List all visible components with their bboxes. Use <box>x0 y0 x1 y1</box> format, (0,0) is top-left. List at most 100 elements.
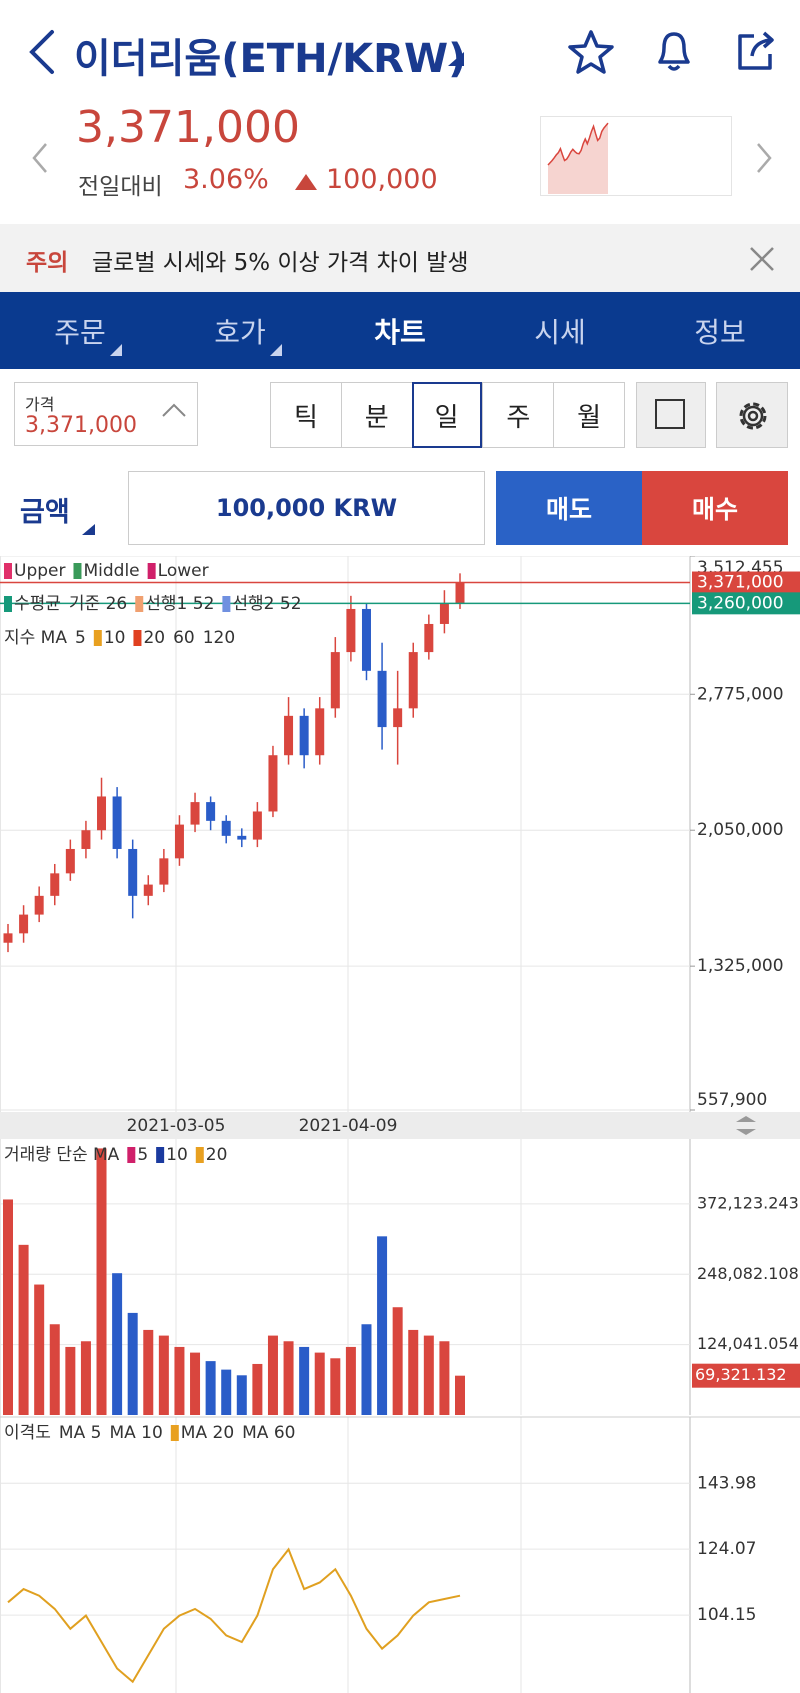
tab[interactable]: 호가 <box>214 315 266 349</box>
legend-swatch <box>195 1147 204 1163</box>
price-box-label: 가격 <box>25 395 55 414</box>
caret-up <box>162 403 186 417</box>
title: 이더리움(ETH/KRW) <box>74 36 467 82</box>
period-button[interactable]: 월 <box>553 382 625 448</box>
price-box-value: 3,371,000 <box>25 413 137 438</box>
candle-body <box>315 708 325 756</box>
volume-bar <box>143 1329 154 1415</box>
tab-bar: 주문 호가 차트 시세 정보 <box>0 292 800 369</box>
volume-bar <box>174 1346 185 1415</box>
volume-tag <box>692 1363 800 1388</box>
y-tick-label: 557,900 <box>697 1090 767 1110</box>
period-button[interactable]: 틱 <box>270 382 342 448</box>
tab-caret <box>110 344 122 356</box>
legend-label: 지수 MA <box>4 628 67 648</box>
y-tick-label: 2,775,000 <box>697 684 784 704</box>
cross <box>750 247 774 271</box>
triangle <box>448 52 464 66</box>
price-tag-label: 3,260,000 <box>697 593 784 613</box>
candle-body <box>206 802 216 821</box>
tab[interactable]: 시세 <box>534 315 586 349</box>
legend-swatch <box>156 1147 165 1163</box>
amount-input[interactable]: 100,000 KRW <box>128 471 485 545</box>
volume-bar <box>205 1361 216 1415</box>
y-tick-label: 124,041.054 <box>697 1334 799 1353</box>
volume-bar <box>283 1341 294 1415</box>
triangle <box>295 174 317 190</box>
volume-bar <box>439 1341 450 1415</box>
candle-body <box>112 796 122 849</box>
volume-bar <box>80 1341 91 1415</box>
candle-body <box>50 873 60 896</box>
star <box>568 30 614 74</box>
volume-bar <box>408 1329 419 1415</box>
share <box>738 31 774 70</box>
candle-body <box>455 582 465 604</box>
legend-label: MA 60 <box>242 1423 295 1443</box>
volume-bar <box>377 1236 388 1415</box>
legend-label: 5 <box>75 628 86 648</box>
close-icon[interactable] <box>748 245 776 273</box>
period-button[interactable]: 분 <box>340 382 413 448</box>
notice-tag: 주의 <box>26 250 69 276</box>
legend-label: 이격도 <box>4 1423 51 1443</box>
back-icon[interactable] <box>22 28 62 76</box>
legend-swatch <box>4 596 12 612</box>
legend-label: 선행2 52 <box>232 594 301 614</box>
gear-teeth <box>739 402 767 430</box>
volume-bar <box>314 1352 325 1415</box>
candle-body <box>190 802 200 825</box>
change-amount: 100,000 <box>326 164 438 195</box>
volume-bar <box>190 1352 201 1415</box>
volume-bar <box>65 1346 76 1415</box>
prev-icon[interactable] <box>28 140 52 176</box>
candle-body <box>3 933 13 943</box>
notice-text: 글로벌 시세와 5% 이상 가격 차이 발생 <box>92 250 469 276</box>
legend-swatch <box>127 1147 136 1163</box>
date-strip <box>0 1112 800 1139</box>
amount-label[interactable]: 금액 <box>20 497 70 528</box>
volume-bar <box>18 1244 29 1415</box>
tab-caret <box>270 344 282 356</box>
square-icon <box>655 399 685 429</box>
volume-bar <box>158 1335 169 1415</box>
bell <box>658 32 690 71</box>
share-icon[interactable] <box>734 28 780 74</box>
candle-body <box>237 835 247 840</box>
candle-body <box>19 914 29 934</box>
volume-bar <box>112 1273 123 1415</box>
y-tick-label: 143.98 <box>697 1473 756 1493</box>
candle-body <box>299 715 309 756</box>
price-box[interactable]: 가격 3,371,000 <box>14 382 198 446</box>
volume-bar <box>49 1324 60 1415</box>
sell-button[interactable]: 매도 <box>496 471 642 545</box>
change-rate: 3.06% <box>183 164 269 195</box>
tab[interactable]: 주문 <box>54 315 106 349</box>
legend-label: 20 <box>143 628 165 648</box>
y-tick-label: 2,050,000 <box>697 820 784 840</box>
y-tick-label: 1,325,000 <box>697 956 784 976</box>
legend-label: 60 <box>173 628 195 648</box>
tab[interactable]: 차트 <box>374 315 426 349</box>
legend-label: MA 10 <box>109 1423 162 1443</box>
alarm-icon[interactable] <box>650 26 698 76</box>
favorite-icon[interactable] <box>566 28 616 76</box>
volume-bar <box>299 1346 310 1415</box>
sparkline <box>540 116 732 196</box>
chevron <box>757 143 772 173</box>
period-button[interactable]: 일 <box>411 382 482 448</box>
candle-body <box>143 884 153 896</box>
buy-button[interactable]: 매수 <box>642 471 788 545</box>
y-tick-label: 124.07 <box>697 1539 756 1559</box>
y-tick-label: 104.15 <box>697 1605 756 1625</box>
layout-button[interactable] <box>636 382 706 448</box>
next-icon[interactable] <box>752 140 776 176</box>
candle-body <box>424 623 434 653</box>
settings-button[interactable] <box>716 382 788 448</box>
back-arrow <box>29 30 54 74</box>
dropdown-icon[interactable] <box>448 52 466 68</box>
volume-bar <box>236 1375 247 1415</box>
period-button[interactable]: 주 <box>482 382 555 448</box>
tab[interactable]: 정보 <box>694 315 746 349</box>
